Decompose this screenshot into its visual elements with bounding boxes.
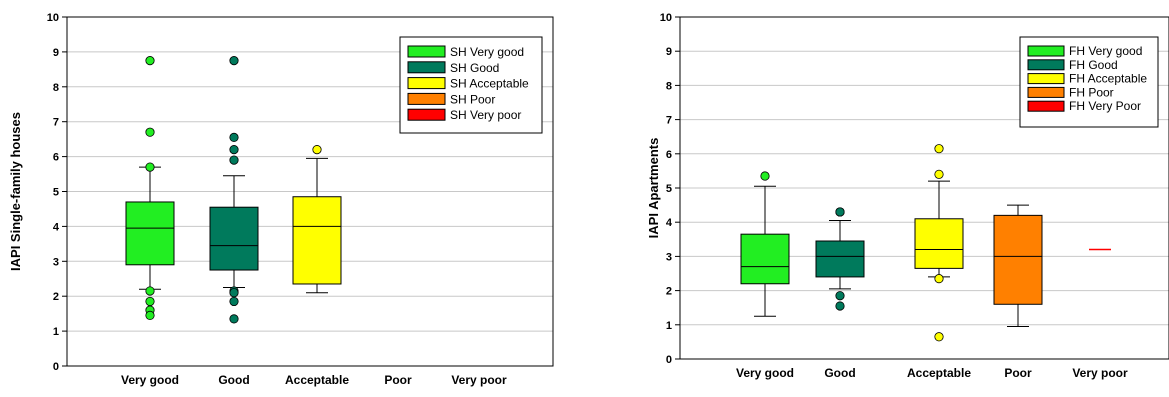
y-tick-label: 9 (53, 47, 59, 59)
box-iqr (914, 218, 964, 269)
x-tick-label: Acceptable (907, 366, 971, 380)
legend-swatch (1027, 45, 1065, 57)
x-tick-label: Very poor (451, 373, 507, 387)
outlier-point (835, 207, 845, 217)
legend-swatch (1027, 73, 1065, 85)
y-axis-label: IAPI Single-family houses (8, 112, 23, 271)
x-tick-label: Very good (736, 366, 794, 380)
y-axis-label: IAPI Apartments (646, 138, 661, 239)
outlier-point (145, 127, 155, 137)
y-tick-label: 9 (666, 46, 672, 58)
plot-frame (679, 16, 1169, 360)
x-tick-label: Good (824, 366, 855, 380)
outlier-point (145, 296, 155, 307)
outlier-point (934, 332, 944, 342)
legend-swatch (1027, 59, 1065, 71)
y-tick-label: 1 (53, 326, 59, 338)
y-tick-label: 10 (47, 12, 59, 24)
y-tick-label: 3 (666, 251, 672, 263)
legend-entry: SH Very good (450, 45, 524, 59)
y-tick-label: 4 (666, 217, 673, 229)
outlier-point (934, 274, 944, 284)
outlier-point (229, 56, 239, 66)
legend-swatch (407, 45, 446, 58)
outlier-point (229, 314, 239, 324)
box-sh-acceptable (292, 145, 342, 294)
y-tick-label: 10 (660, 12, 672, 24)
y-tick-label: 5 (666, 183, 672, 195)
outlier-point (229, 132, 239, 143)
outlier-point (760, 171, 770, 181)
box-iqr (125, 201, 175, 266)
legend-swatch (407, 77, 446, 90)
outlier-point (229, 296, 239, 307)
legend-entry: FH Poor (1069, 85, 1114, 99)
y-tick-label: 0 (53, 361, 59, 373)
plot-frame (66, 16, 554, 367)
legend-swatch (407, 92, 446, 105)
x-tick-label: Acceptable (285, 373, 349, 387)
y-tick-label: 0 (666, 354, 672, 366)
box-sh-good (209, 56, 259, 324)
box-iqr (815, 240, 865, 278)
y-tick-label: 7 (666, 115, 672, 127)
outlier-point (145, 162, 155, 172)
box-fh-acceptable (914, 144, 964, 342)
outlier-point (145, 56, 155, 66)
y-tick-label: 3 (53, 256, 59, 268)
legend-entry: SH Acceptable (450, 77, 529, 91)
y-tick-label: 1 (666, 320, 672, 332)
legend-entry: FH Very Poor (1069, 99, 1141, 113)
outlier-point (934, 169, 944, 179)
legend-entry: SH Good (450, 61, 499, 75)
y-tick-label: 2 (666, 286, 672, 298)
x-tick-label: Poor (384, 373, 412, 387)
box-iqr (993, 214, 1043, 305)
x-tick-label: Poor (1004, 366, 1032, 380)
box-fh-good (815, 207, 865, 311)
outlier-point (229, 145, 239, 155)
y-tick-label: 8 (666, 80, 672, 92)
legend-entry: FH Acceptable (1069, 72, 1147, 86)
outlier-point (934, 144, 944, 154)
legend-swatch (407, 61, 446, 74)
outlier-point (835, 291, 845, 301)
chart-2: 0 1 2 3 4 5 6 7 8 9 10 IAPI Apartments Very good Good… (646, 12, 1169, 380)
legend-swatch (1027, 100, 1065, 112)
outlier-point (312, 145, 322, 155)
x-tick-label: Good (218, 373, 249, 387)
outlier-point (229, 155, 239, 165)
box-iqr (292, 196, 342, 285)
legend-entry: FH Very good (1069, 44, 1142, 58)
legend-entry: SH Poor (450, 92, 495, 106)
y-tick-label: 6 (666, 149, 672, 161)
box-iqr (740, 233, 790, 285)
box-iqr (209, 206, 259, 271)
legend-swatch (1027, 86, 1065, 98)
legend-entry: SH Very poor (450, 108, 521, 122)
outlier-point (229, 288, 239, 298)
outlier-point (835, 301, 845, 311)
x-tick-label: Very poor (1072, 366, 1128, 380)
y-tick-label: 4 (53, 221, 60, 233)
box-sh-very-good (125, 56, 175, 320)
box-fh-poor (993, 204, 1043, 328)
y-tick-label: 5 (53, 187, 59, 199)
chart-1: 0 1 2 3 4 5 6 7 8 9 10 IAPI Single-family houses Ver… (8, 12, 554, 387)
legend-swatch (407, 108, 446, 121)
legend-entry: FH Good (1069, 58, 1118, 72)
outlier-point (145, 286, 155, 296)
x-tick-label: Very good (121, 373, 179, 387)
y-tick-label: 6 (53, 152, 59, 164)
y-tick-label: 2 (53, 291, 59, 303)
outlier-point (145, 310, 155, 320)
box-fh-very-good (740, 171, 790, 317)
y-tick-label: 8 (53, 82, 59, 94)
y-tick-label: 7 (53, 117, 59, 129)
